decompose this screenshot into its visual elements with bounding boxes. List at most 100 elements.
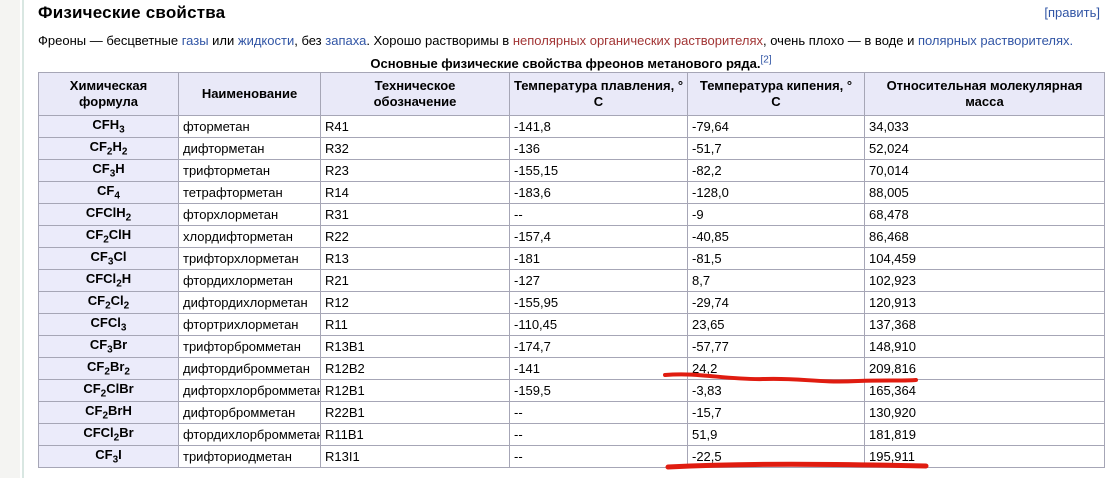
col-header-formula: Химическая формула bbox=[38, 72, 179, 116]
intro-text: Фреоны — бесцветные bbox=[38, 33, 182, 48]
cell-mass: 137,368 bbox=[864, 313, 1105, 336]
cell-formula: CF2BrH bbox=[38, 401, 179, 424]
table-row: CFClH2 фторхлорметан R31 -- -9 68,478 bbox=[38, 203, 1105, 226]
cell-name: фтордихлорбромметан bbox=[178, 423, 321, 446]
table-row: CF2BrH дифторбромметан R22B1 -- -15,7 130,920 bbox=[38, 401, 1105, 424]
cell-mass: 195,911 bbox=[864, 445, 1105, 468]
cell-formula: CFCl3 bbox=[38, 313, 179, 336]
cell-boiling: -22,5 bbox=[687, 445, 865, 468]
intro-text: . Хорошо растворимы в bbox=[366, 33, 513, 48]
cell-melting: -159,5 bbox=[509, 379, 688, 402]
cell-code: R12B2 bbox=[320, 357, 510, 380]
cell-boiling: -79,64 bbox=[687, 115, 865, 138]
cell-name: тетрафторметан bbox=[178, 181, 321, 204]
table-header-row: Химическая формула Наименование Техничес… bbox=[38, 72, 1105, 116]
cell-code: R13I1 bbox=[320, 445, 510, 468]
cell-melting: -127 bbox=[509, 269, 688, 292]
cell-boiling: -82,2 bbox=[687, 159, 865, 182]
cell-name: дифторбромметан bbox=[178, 401, 321, 424]
cell-boiling: -40,85 bbox=[687, 225, 865, 248]
cell-melting: -- bbox=[509, 203, 688, 226]
cell-code: R11B1 bbox=[320, 423, 510, 446]
cell-formula: CFH3 bbox=[38, 115, 179, 138]
cell-melting: -155,15 bbox=[509, 159, 688, 182]
table-row: CF2Br2 дифтордибромметан R12B2 -141 24,2 209,… bbox=[38, 357, 1105, 380]
table-caption-text: Основные физические свойства фреонов мет… bbox=[370, 56, 761, 71]
cell-code: R14 bbox=[320, 181, 510, 204]
cell-boiling: -9 bbox=[687, 203, 865, 226]
edit-section-link[interactable]: [править] bbox=[1044, 5, 1100, 20]
intro-link[interactable]: газы bbox=[181, 33, 209, 48]
table-row: CF4 тетрафторметан R14 -183,6 -128,0 88,005 bbox=[38, 181, 1105, 204]
intro-text: , без bbox=[294, 33, 326, 48]
cell-name: трифторхлорметан bbox=[178, 247, 321, 270]
intro-link[interactable]: полярных растворителях. bbox=[917, 33, 1074, 48]
cell-formula: CFClH2 bbox=[38, 203, 179, 226]
freon-table-body: CFH3 фторметан R41 -141,8 -79,64 34,033 CF2H2 д… bbox=[38, 115, 1105, 468]
table-row: CF3Cl трифторхлорметан R13 -181 -81,5 104,459 bbox=[38, 247, 1105, 270]
cell-formula: CF3I bbox=[38, 445, 179, 468]
cell-name: дифторхлорбромметан bbox=[178, 379, 321, 402]
cell-mass: 34,033 bbox=[864, 115, 1105, 138]
col-header-mass: Относительная молекулярная масса bbox=[864, 72, 1105, 116]
section-header: Физические свойства [править] bbox=[38, 3, 1106, 23]
cell-formula: CFCl2H bbox=[38, 269, 179, 292]
cell-mass: 52,024 bbox=[864, 137, 1105, 160]
cell-code: R32 bbox=[320, 137, 510, 160]
cell-boiling: -29,74 bbox=[687, 291, 865, 314]
table-caption: Основные физические свойства фреонов мет… bbox=[38, 54, 1104, 71]
cell-mass: 68,478 bbox=[864, 203, 1105, 226]
cell-name: дифторметан bbox=[178, 137, 321, 160]
cell-mass: 181,819 bbox=[864, 423, 1105, 446]
cell-name: трифторметан bbox=[178, 159, 321, 182]
cell-mass: 104,459 bbox=[864, 247, 1105, 270]
freon-properties-table: Химическая формула Наименование Техничес… bbox=[38, 72, 1105, 468]
cell-boiling: -81,5 bbox=[687, 247, 865, 270]
cell-formula: CF2H2 bbox=[38, 137, 179, 160]
page-left-margin bbox=[0, 0, 20, 478]
cell-mass: 130,920 bbox=[864, 401, 1105, 424]
cell-formula: CF3H bbox=[38, 159, 179, 182]
cell-boiling: -128,0 bbox=[687, 181, 865, 204]
table-row: CFCl2Br фтордихлорбромметан R11B1 -- 51,9 181… bbox=[38, 423, 1105, 446]
cell-code: R41 bbox=[320, 115, 510, 138]
table-row: CF2Cl2 дифтордихлорметан R12 -155,95 -29,74 1… bbox=[38, 291, 1105, 314]
cell-melting: -181 bbox=[509, 247, 688, 270]
cell-melting: -183,6 bbox=[509, 181, 688, 204]
table-row: CF3I трифториодметан R13I1 -- -22,5 195,911 bbox=[38, 445, 1105, 468]
cell-name: фторхлорметан bbox=[178, 203, 321, 226]
col-header-melting: Температура плавления, ° С bbox=[509, 72, 688, 116]
cell-mass: 86,468 bbox=[864, 225, 1105, 248]
intro-link[interactable]: жидкости bbox=[237, 33, 295, 48]
cell-code: R22 bbox=[320, 225, 510, 248]
cell-name: дифтордихлорметан bbox=[178, 291, 321, 314]
cell-melting: -136 bbox=[509, 137, 688, 160]
intro-paragraph: Фреоны — бесцветные газы или жидкости, б… bbox=[38, 33, 1106, 49]
intro-red-link[interactable]: неполярных органических растворителях bbox=[512, 33, 764, 48]
col-header-name: Наименование bbox=[178, 72, 321, 116]
table-row: CF2ClBr дифторхлорбромметан R12B1 -159,5 -3,… bbox=[38, 379, 1105, 402]
cell-code: R13B1 bbox=[320, 335, 510, 358]
cell-melting: -- bbox=[509, 401, 688, 424]
cell-formula: CF3Br bbox=[38, 335, 179, 358]
table-row: CF2H2 дифторметан R32 -136 -51,7 52,024 bbox=[38, 137, 1105, 160]
reference-link[interactable]: [2] bbox=[760, 54, 772, 66]
intro-text: , очень плохо — в воде и bbox=[763, 33, 918, 48]
col-header-code: Техническое обозначение bbox=[320, 72, 510, 116]
cell-melting: -- bbox=[509, 445, 688, 468]
cell-boiling: -57,77 bbox=[687, 335, 865, 358]
table-row: CF2ClH хлордифторметан R22 -157,4 -40,85 86,4… bbox=[38, 225, 1105, 248]
cell-melting: -141 bbox=[509, 357, 688, 380]
intro-link[interactable]: запаха bbox=[325, 33, 367, 48]
cell-code: R11 bbox=[320, 313, 510, 336]
cell-code: R12B1 bbox=[320, 379, 510, 402]
cell-melting: -155,95 bbox=[509, 291, 688, 314]
cell-boiling: -15,7 bbox=[687, 401, 865, 424]
cell-formula: CF3Cl bbox=[38, 247, 179, 270]
cell-code: R13 bbox=[320, 247, 510, 270]
table-row: CFH3 фторметан R41 -141,8 -79,64 34,033 bbox=[38, 115, 1105, 138]
cell-mass: 165,364 bbox=[864, 379, 1105, 402]
cell-name: трифторбромметан bbox=[178, 335, 321, 358]
cell-mass: 120,913 bbox=[864, 291, 1105, 314]
